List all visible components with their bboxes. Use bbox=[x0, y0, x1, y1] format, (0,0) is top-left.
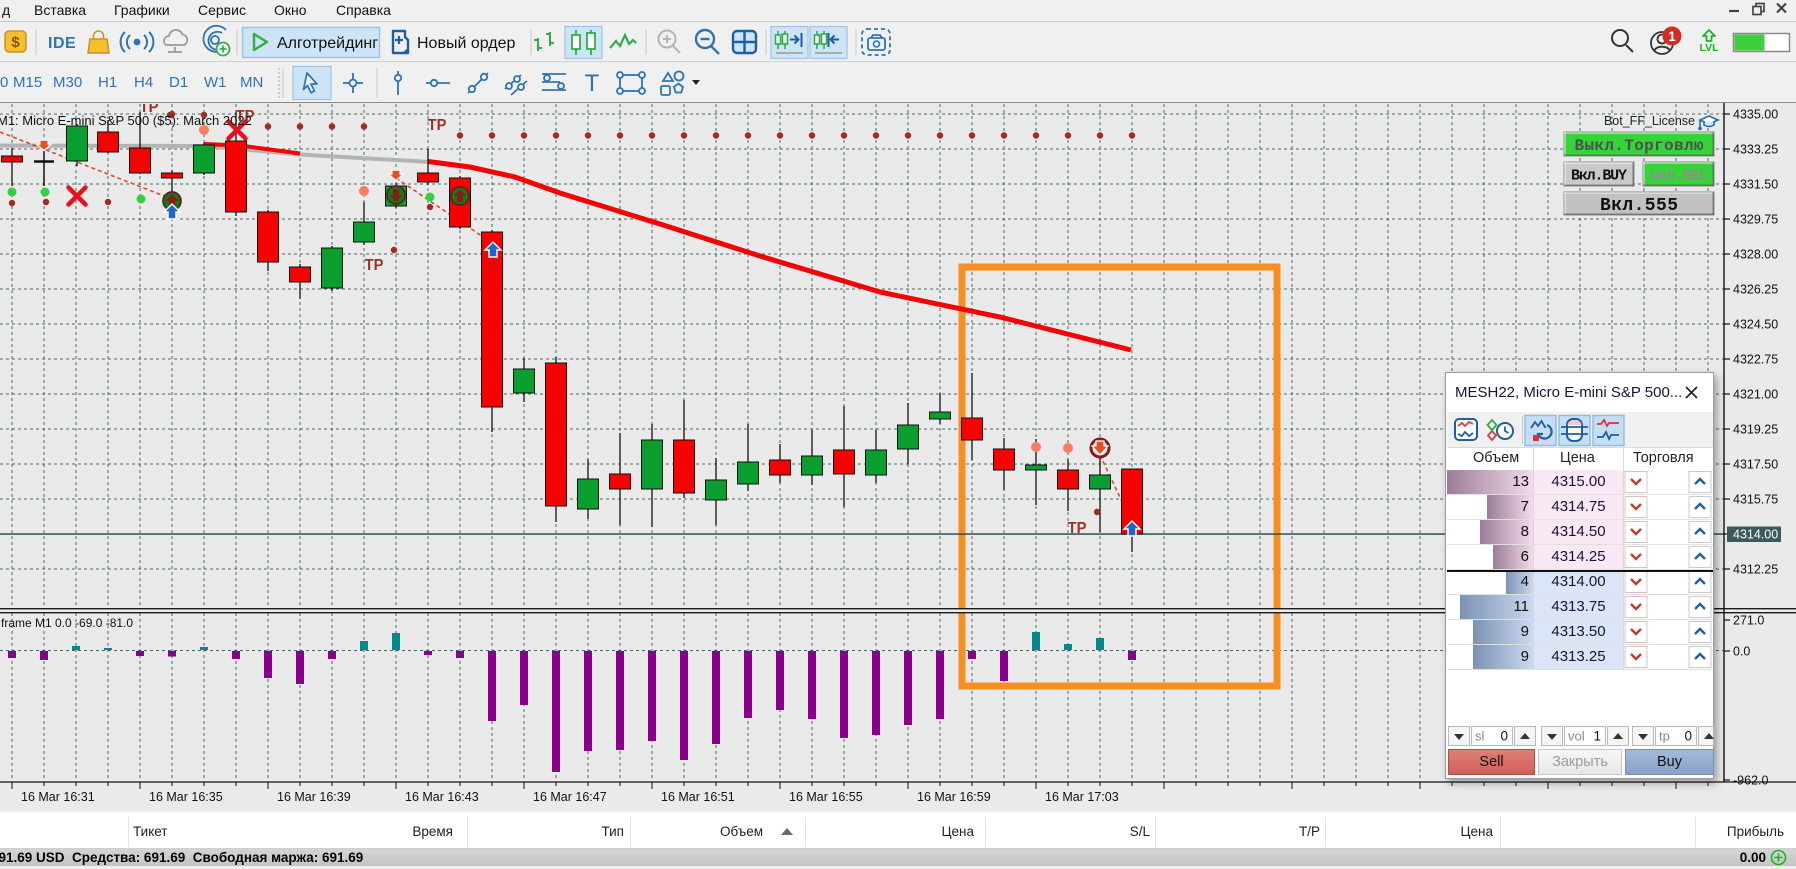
svg-text:271.0: 271.0 bbox=[1733, 614, 1764, 628]
svg-text:0.0: 0.0 bbox=[1733, 645, 1750, 659]
svg-text:TP: TP bbox=[365, 256, 384, 274]
svg-text:Вкл.BUY: Вкл.BUY bbox=[1571, 167, 1627, 184]
svg-text:4321.00: 4321.00 bbox=[1733, 388, 1778, 402]
svg-text:$: $ bbox=[11, 34, 20, 51]
svg-text:4333.25: 4333.25 bbox=[1733, 143, 1778, 157]
svg-text:1: 1 bbox=[1668, 29, 1676, 44]
svg-text:16 Mar 16:51: 16 Mar 16:51 bbox=[661, 790, 735, 804]
svg-text:16 Mar 16:43: 16 Mar 16:43 bbox=[405, 790, 479, 804]
svg-text:TP: TP bbox=[1068, 519, 1087, 537]
svg-text:ыкл.SEL: ыкл.SEL bbox=[1650, 167, 1707, 184]
svg-text:M1: Micro E-mini S&P 500 ($5): M1: Micro E-mini S&P 500 ($5): March 202… bbox=[0, 113, 252, 128]
svg-text:4324.50: 4324.50 bbox=[1733, 318, 1778, 332]
svg-text:4326.25: 4326.25 bbox=[1733, 283, 1778, 297]
svg-text:0: 0 bbox=[1500, 729, 1508, 744]
svg-text:16 Mar 17:03: 16 Mar 17:03 bbox=[1045, 790, 1119, 804]
svg-text:1: 1 bbox=[1593, 729, 1601, 744]
svg-text:4331.50: 4331.50 bbox=[1733, 178, 1778, 192]
svg-text:4335.00: 4335.00 bbox=[1733, 108, 1778, 122]
svg-text:LVL: LVL bbox=[1699, 42, 1719, 54]
svg-text:-962.0: -962.0 bbox=[1733, 774, 1768, 788]
svg-text:4328.00: 4328.00 bbox=[1733, 248, 1778, 262]
svg-text:4315.75: 4315.75 bbox=[1733, 493, 1778, 507]
svg-text:16 Mar 16:39: 16 Mar 16:39 bbox=[277, 790, 351, 804]
svg-text:T: T bbox=[585, 70, 600, 97]
svg-text:4317.50: 4317.50 bbox=[1733, 458, 1778, 472]
svg-text:4322.75: 4322.75 bbox=[1733, 353, 1778, 367]
svg-text:TP: TP bbox=[428, 116, 447, 134]
svg-text:frame M1 0.0 -69.0 -81.0: frame M1 0.0 -69.0 -81.0 bbox=[1, 616, 133, 630]
svg-text:Алготрейдинг: Алготрейдинг bbox=[277, 35, 378, 52]
svg-text:Новый ордер: Новый ордер bbox=[417, 35, 516, 52]
svg-text:16 Mar 16:47: 16 Mar 16:47 bbox=[533, 790, 607, 804]
svg-text:4319.25: 4319.25 bbox=[1733, 423, 1778, 437]
svg-text:Вкл.555: Вкл.555 bbox=[1600, 196, 1678, 216]
svg-text:16 Mar 16:35: 16 Mar 16:35 bbox=[149, 790, 223, 804]
svg-text:TP: TP bbox=[140, 98, 159, 116]
svg-text:4329.75: 4329.75 bbox=[1733, 213, 1778, 227]
svg-text:IDE: IDE bbox=[48, 35, 76, 52]
svg-text:16 Mar 16:55: 16 Mar 16:55 bbox=[789, 790, 863, 804]
svg-text:Выкл.Торговлю: Выкл.Торговлю bbox=[1575, 137, 1704, 155]
svg-text:vol: vol bbox=[1568, 729, 1585, 744]
svg-text:16 Mar 16:59: 16 Mar 16:59 bbox=[917, 790, 991, 804]
svg-text:0: 0 bbox=[1684, 729, 1692, 744]
svg-text:4314.00: 4314.00 bbox=[1733, 528, 1778, 542]
svg-text:4312.25: 4312.25 bbox=[1733, 563, 1778, 577]
svg-text:16 Mar 16:31: 16 Mar 16:31 bbox=[21, 790, 95, 804]
svg-text:Bot_FF_License: Bot_FF_License bbox=[1604, 114, 1695, 128]
svg-text:tp: tp bbox=[1659, 729, 1670, 744]
svg-text:sl: sl bbox=[1475, 729, 1485, 744]
svg-text:TP: TP bbox=[236, 107, 255, 125]
